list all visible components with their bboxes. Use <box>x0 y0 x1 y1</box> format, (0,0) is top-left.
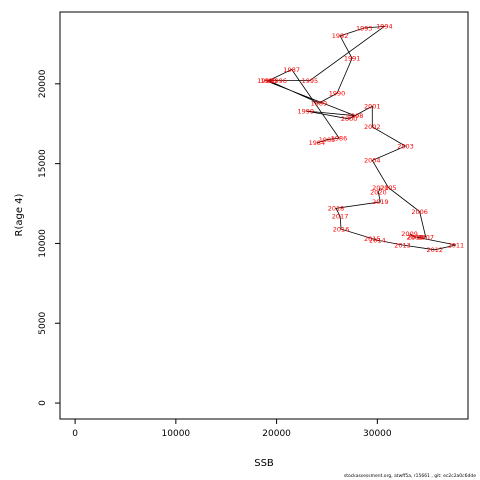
year-point-label: 1992 <box>332 32 349 40</box>
year-point-label: 2018 <box>328 205 345 213</box>
x-tick-label: 10000 <box>162 429 191 439</box>
x-tick-label: 0 <box>72 429 78 439</box>
year-point-label: 1996 <box>270 77 287 85</box>
plot-frame <box>59 11 469 420</box>
year-point-label: 2007 <box>417 233 434 241</box>
year-point-label: 1995 <box>302 77 319 85</box>
year-point-label: 1984 <box>309 139 326 147</box>
y-tick-label: 0 <box>38 400 48 406</box>
year-point-label: 2006 <box>411 208 428 216</box>
x-tick-label: 30000 <box>363 429 392 439</box>
year-point-label: 2011 <box>448 241 465 249</box>
y-axis: 0 5000 10000 15000 20000 <box>38 69 61 406</box>
year-point-label: 1994 <box>376 23 393 31</box>
y-tick-label: 5000 <box>38 312 48 335</box>
year-point-label: 2015 <box>364 235 381 243</box>
y-tick-label: 15000 <box>38 149 48 178</box>
year-point-label: 2003 <box>397 142 414 150</box>
y-axis-title: R(age 4) <box>14 193 25 236</box>
year-point-label: 2002 <box>364 123 381 131</box>
year-point-label: 2016 <box>333 225 350 233</box>
y-tick-label: 20000 <box>38 69 48 98</box>
year-point-label: 2019 <box>372 198 389 206</box>
year-point-label: 1997 <box>257 77 274 85</box>
year-point-label: 2020 <box>370 189 387 197</box>
year-point-label: 2014 <box>369 237 386 245</box>
recruitment-path <box>265 25 456 251</box>
year-point-label: 1988 <box>260 77 277 85</box>
year-point-label: 2021 <box>372 184 389 192</box>
year-point-label: 2009 <box>401 230 418 238</box>
series-line <box>265 25 456 251</box>
year-point-label: 1985 <box>319 136 336 144</box>
footer-note: stockassessment.org, atwff5a, r15661 , g… <box>343 474 476 479</box>
year-point-label: 2012 <box>426 246 443 254</box>
year-point-label: 2000 <box>341 115 358 123</box>
year-point-label: 1986 <box>331 134 348 142</box>
x-axis-title: SSB <box>254 458 274 469</box>
year-point-label: 1999 <box>298 107 315 115</box>
year-point-label: 2008 <box>406 233 423 241</box>
x-axis: 0 10000 20000 30000 <box>72 418 392 439</box>
year-point-label: 1987 <box>283 66 300 74</box>
year-point-label: 1998 <box>347 112 364 120</box>
year-point-label: 1993 <box>356 24 373 32</box>
year-point-label: 2001 <box>364 102 381 110</box>
year-point-label: 2004 <box>364 157 381 165</box>
y-tick-label: 10000 <box>38 229 48 258</box>
year-point-label: 1991 <box>344 55 361 63</box>
year-point-label: 1990 <box>329 90 346 98</box>
year-point-label: 1989 <box>311 99 328 107</box>
year-point-label: 2017 <box>332 213 349 221</box>
year-point-label: 2010 <box>407 233 424 241</box>
x-tick-label: 20000 <box>262 429 291 439</box>
year-point-label: 2013 <box>394 241 411 249</box>
year-point-label: 2005 <box>380 184 397 192</box>
